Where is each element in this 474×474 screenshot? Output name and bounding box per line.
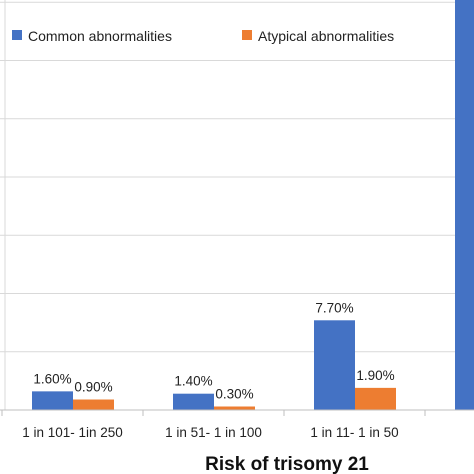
bar-common-3 bbox=[455, 0, 474, 410]
x-axis-title: Risk of trisomy 21 bbox=[205, 454, 369, 474]
bar-atypical-1 bbox=[214, 406, 255, 410]
data-label-common-0: 1.60% bbox=[33, 371, 71, 386]
x-tick-label-1: 1 in 51- 1 in 100 bbox=[165, 425, 262, 440]
legend-label-atypical: Atypical abnormalities bbox=[258, 28, 394, 44]
data-label-atypical-0: 0.90% bbox=[74, 380, 112, 395]
legend-swatch-atypical bbox=[242, 30, 252, 40]
legend-swatch-common bbox=[12, 30, 22, 40]
x-axis: 1 in 101- 1in 250 1 in 51- 1 in 100 1 in 1… bbox=[0, 409, 474, 440]
legend-label-common: Common abnormalities bbox=[28, 28, 172, 44]
bars bbox=[32, 0, 474, 410]
bar-common-1 bbox=[173, 393, 214, 410]
gridlines bbox=[0, 0, 474, 410]
data-label-common-2: 7.70% bbox=[315, 300, 353, 315]
x-tick-label-0: 1 in 101- 1in 250 bbox=[22, 425, 123, 440]
bar-atypical-0 bbox=[73, 399, 114, 410]
data-label-atypical-1: 0.30% bbox=[215, 387, 253, 402]
data-labels: 1.60%0.90%1.40%0.30%7.70%1.90%41.4 bbox=[33, 300, 394, 402]
bar-common-2 bbox=[314, 320, 355, 410]
data-label-atypical-2: 1.90% bbox=[356, 368, 394, 383]
x-tick-label-2: 1 in 11- 1 in 50 bbox=[310, 425, 398, 440]
bar-atypical-2 bbox=[355, 387, 396, 410]
bar-common-0 bbox=[32, 391, 73, 410]
data-label-common-1: 1.40% bbox=[174, 374, 212, 389]
legend: Common abnormalities Atypical abnormalit… bbox=[12, 28, 394, 44]
